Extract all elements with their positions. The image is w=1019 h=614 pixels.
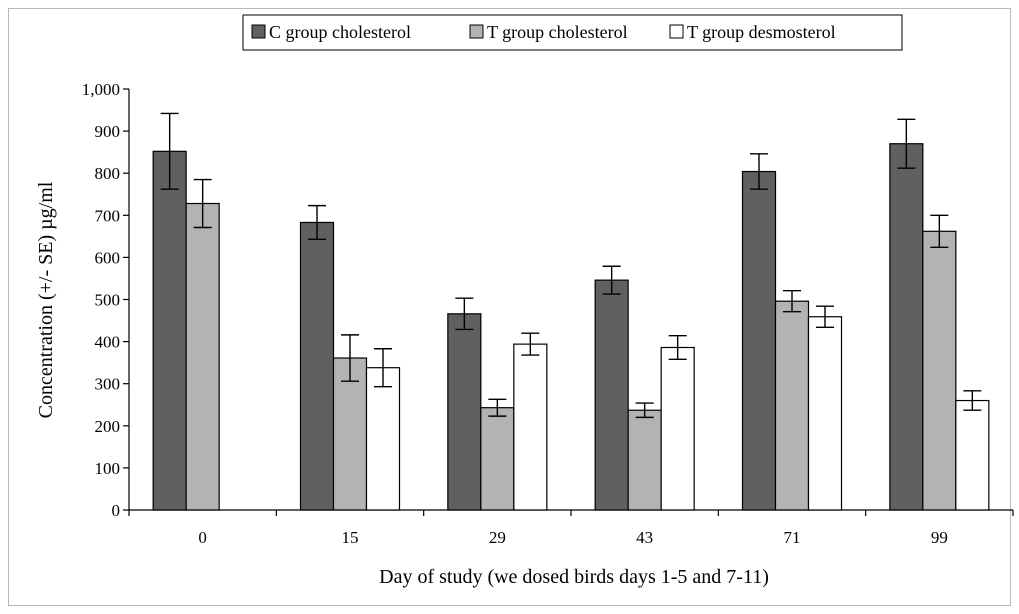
bar [774, 300, 810, 511]
bar [332, 357, 368, 511]
bar [922, 230, 957, 511]
bars [152, 143, 990, 511]
bar [627, 409, 662, 511]
bar [741, 170, 777, 511]
legend-label: C group cholesterol [269, 22, 411, 42]
y-axis-title: Concentration (+/- SE) µg/ml [35, 181, 57, 418]
bar [185, 202, 220, 511]
x-tick-label: 71 [784, 528, 801, 547]
y-tick-label: 400 [95, 333, 121, 352]
legend-label: T group desmosterol [687, 22, 836, 42]
y-tick-label: 900 [95, 122, 121, 141]
x-axis: 0 15 29 43 71 99 [128, 509, 1014, 547]
bar [955, 399, 990, 511]
x-tick-label: 43 [636, 528, 653, 547]
legend-swatch [251, 24, 266, 39]
x-tick-label: 15 [342, 528, 359, 547]
legend-box [242, 14, 903, 51]
x-tick-label: 0 [198, 528, 207, 547]
y-tick-label: 100 [95, 459, 121, 478]
legend-label: T group cholesterol [487, 22, 628, 42]
legend-swatch [469, 24, 484, 39]
bar [299, 221, 335, 511]
y-tick-label: 0 [112, 501, 121, 520]
x-axis-title: Day of study (we dosed birds days 1-5 an… [379, 566, 769, 588]
bar [152, 150, 187, 511]
bar [513, 343, 548, 511]
bar [447, 313, 482, 511]
bar [807, 316, 843, 511]
y-tick-label: 700 [95, 206, 121, 225]
legend: C group cholesterol T group cholesterol T … [242, 14, 903, 51]
legend-swatch [669, 24, 684, 39]
bar [365, 367, 401, 511]
bar [594, 279, 629, 511]
x-tick-label: 99 [931, 528, 948, 547]
y-tick-label: 500 [95, 291, 121, 310]
bar [660, 346, 695, 511]
error-bars [160, 112, 982, 419]
bar [480, 407, 515, 511]
x-tick-label: 29 [489, 528, 506, 547]
y-tick-label: 200 [95, 417, 121, 436]
y-axis: 0 100 200 300 400 500 600 700 800 900 1,000 [82, 80, 130, 520]
y-tick-label: 800 [95, 164, 121, 183]
bar [889, 143, 924, 511]
y-tick-label: 300 [95, 375, 121, 394]
y-tick-label: 1,000 [82, 80, 120, 99]
y-tick-label: 600 [95, 248, 121, 267]
